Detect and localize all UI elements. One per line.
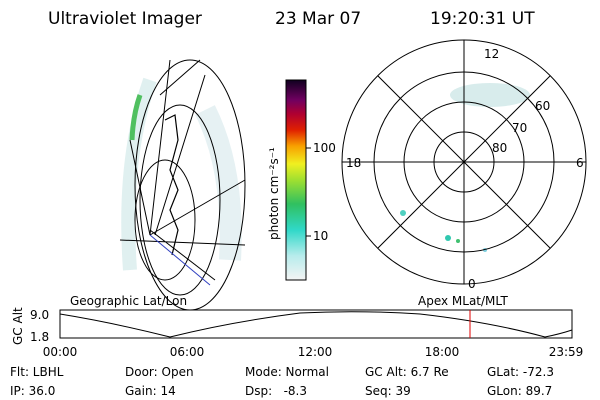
- projection-label: Geographic Lat/Lon: [70, 294, 187, 308]
- info: GLat: -72.3: [487, 365, 554, 379]
- y-tick-label: 9.0: [30, 308, 49, 322]
- y-tick-label: 1.8: [30, 330, 49, 344]
- info: Door: Open: [125, 365, 194, 379]
- mlt-label: 12: [484, 47, 499, 61]
- x-tick-label: 12:00: [298, 345, 333, 359]
- mlt-label: 18: [346, 156, 361, 170]
- colorbar: [285, 79, 307, 281]
- info: Seq: 39: [365, 384, 411, 398]
- x-tick-label: 00:00: [43, 345, 78, 359]
- colorbar-tick-label: 100: [313, 141, 336, 155]
- info: Mode: Normal: [245, 365, 329, 379]
- y-axis-label: GC Alt: [11, 307, 25, 345]
- instrument: Ultraviolet Imager: [48, 9, 202, 29]
- polar-plot: [341, 39, 587, 285]
- altitude-curve: [59, 311, 573, 338]
- geographic-map: [119, 59, 246, 311]
- colorbar-label: photon cm⁻²s⁻¹: [267, 147, 281, 240]
- info: GLon: 89.7: [487, 384, 552, 398]
- x-tick-label: 18:00: [425, 345, 460, 359]
- lat-label: 80: [492, 141, 507, 155]
- info: Flt: LBHL: [10, 365, 64, 379]
- time: 19:20:31 UT: [430, 9, 535, 29]
- altitude-plot-frame: [59, 309, 573, 339]
- info: GC Alt: 6.7 Re: [365, 365, 449, 379]
- info: Dsp: -8.3: [245, 384, 307, 398]
- lat-label: 70: [512, 121, 527, 135]
- mlt-label: 0: [468, 277, 476, 291]
- mlt-label: 6: [576, 156, 584, 170]
- date: 23 Mar 07: [275, 9, 361, 29]
- lat-label: 60: [535, 99, 550, 113]
- info: Gain: 14: [125, 384, 176, 398]
- projection-label: Apex MLat/MLT: [418, 294, 508, 308]
- x-tick-label: 23:59: [549, 345, 584, 359]
- info: IP: 36.0: [10, 384, 55, 398]
- x-tick-label: 06:00: [170, 345, 205, 359]
- colorbar-tick-label: 10: [313, 229, 328, 243]
